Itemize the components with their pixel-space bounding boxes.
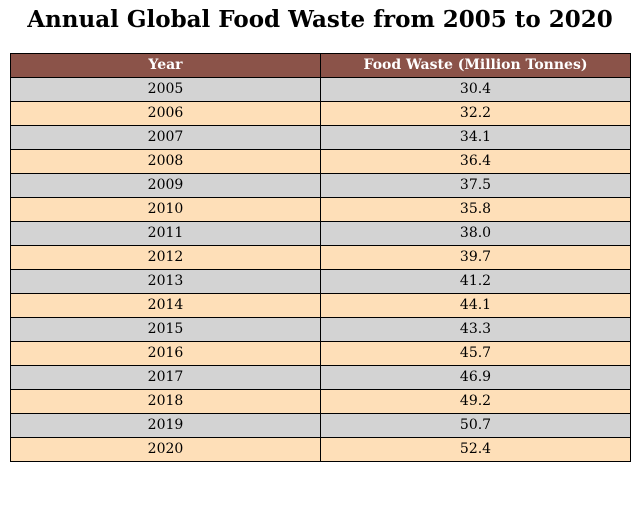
table-row: 2014 44.1 bbox=[10, 293, 631, 318]
cell-food-waste: 39.7 bbox=[320, 245, 631, 270]
cell-food-waste: 49.2 bbox=[320, 389, 631, 414]
table-row: 2016 45.7 bbox=[10, 341, 631, 366]
cell-food-waste: 43.3 bbox=[320, 317, 631, 342]
cell-year: 2017 bbox=[10, 365, 321, 390]
cell-year: 2014 bbox=[10, 293, 321, 318]
cell-food-waste: 34.1 bbox=[320, 125, 631, 150]
cell-food-waste: 45.7 bbox=[320, 341, 631, 366]
cell-year: 2016 bbox=[10, 341, 321, 366]
table-row: 2015 43.3 bbox=[10, 317, 631, 342]
table-row: 2009 37.5 bbox=[10, 173, 631, 198]
table-row: 2010 35.8 bbox=[10, 197, 631, 222]
cell-food-waste: 36.4 bbox=[320, 149, 631, 174]
cell-food-waste: 41.2 bbox=[320, 269, 631, 294]
cell-year: 2010 bbox=[10, 197, 321, 222]
cell-food-waste: 38.0 bbox=[320, 221, 631, 246]
table-row: 2020 52.4 bbox=[10, 437, 631, 462]
table-row: 2008 36.4 bbox=[10, 149, 631, 174]
cell-food-waste: 50.7 bbox=[320, 413, 631, 438]
table-header-row: Year Food Waste (Million Tonnes) bbox=[10, 53, 631, 78]
cell-year: 2012 bbox=[10, 245, 321, 270]
column-header-food-waste: Food Waste (Million Tonnes) bbox=[320, 53, 631, 78]
cell-year: 2009 bbox=[10, 173, 321, 198]
cell-year: 2007 bbox=[10, 125, 321, 150]
data-table: Year Food Waste (Million Tonnes) 2005 30.… bbox=[10, 53, 631, 462]
cell-year: 2008 bbox=[10, 149, 321, 174]
cell-year: 2006 bbox=[10, 101, 321, 126]
cell-food-waste: 35.8 bbox=[320, 197, 631, 222]
cell-year: 2020 bbox=[10, 437, 321, 462]
table-row: 2006 32.2 bbox=[10, 101, 631, 126]
cell-year: 2018 bbox=[10, 389, 321, 414]
cell-food-waste: 44.1 bbox=[320, 293, 631, 318]
cell-year: 2019 bbox=[10, 413, 321, 438]
cell-food-waste: 37.5 bbox=[320, 173, 631, 198]
cell-food-waste: 52.4 bbox=[320, 437, 631, 462]
cell-food-waste: 32.2 bbox=[320, 101, 631, 126]
cell-year: 2013 bbox=[10, 269, 321, 294]
cell-food-waste: 30.4 bbox=[320, 77, 631, 102]
table-row: 2012 39.7 bbox=[10, 245, 631, 270]
column-header-year: Year bbox=[10, 53, 321, 78]
table-row: 2007 34.1 bbox=[10, 125, 631, 150]
table-row: 2017 46.9 bbox=[10, 365, 631, 390]
cell-year: 2005 bbox=[10, 77, 321, 102]
table-row: 2019 50.7 bbox=[10, 413, 631, 438]
cell-year: 2015 bbox=[10, 317, 321, 342]
table-row: 2005 30.4 bbox=[10, 77, 631, 102]
chart-title: Annual Global Food Waste from 2005 to 20… bbox=[27, 6, 613, 33]
table-row: 2013 41.2 bbox=[10, 269, 631, 294]
table-row: 2011 38.0 bbox=[10, 221, 631, 246]
table-body: 2005 30.4 2006 32.2 2007 34.1 2008 36.4 2009 37.5… bbox=[10, 77, 631, 462]
cell-food-waste: 46.9 bbox=[320, 365, 631, 390]
table-row: 2018 49.2 bbox=[10, 389, 631, 414]
cell-year: 2011 bbox=[10, 221, 321, 246]
